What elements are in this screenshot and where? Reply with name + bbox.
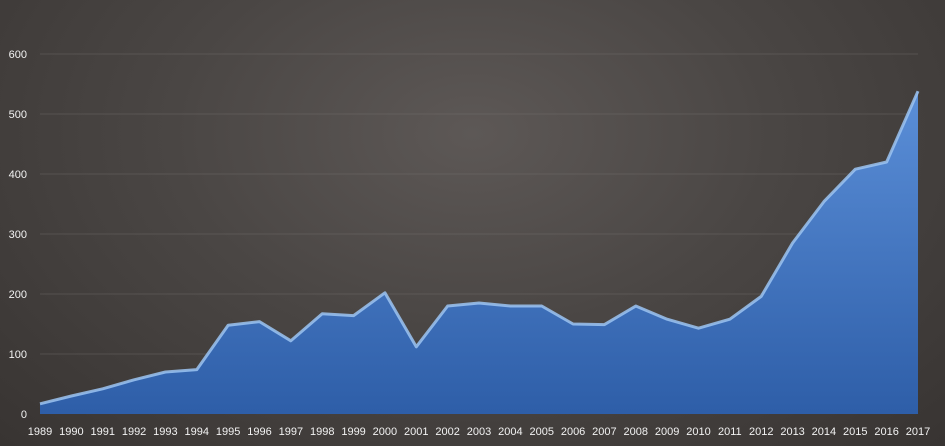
x-tick-label: 2003 xyxy=(467,426,491,438)
x-tick-label: 2015 xyxy=(843,426,867,438)
x-tick-label: 1996 xyxy=(247,426,271,438)
x-tick-label: 2005 xyxy=(529,426,553,438)
x-tick-label: 2010 xyxy=(686,426,710,438)
x-tick-label: 1997 xyxy=(279,426,303,438)
x-tick-label: 1989 xyxy=(28,426,52,438)
x-tick-label: 1992 xyxy=(122,426,146,438)
x-tick-label: 2007 xyxy=(592,426,616,438)
area-fill xyxy=(40,91,918,414)
x-tick-label: 1994 xyxy=(185,426,209,438)
x-tick-label: 2013 xyxy=(780,426,804,438)
x-tick-label: 2012 xyxy=(749,426,773,438)
x-tick-label: 2017 xyxy=(906,426,930,438)
y-tick-label: 100 xyxy=(9,349,27,361)
y-tick-label: 300 xyxy=(9,229,27,241)
x-tick-label: 2004 xyxy=(498,426,522,438)
y-axis-tick-labels: 0 100 200 300 400 500 600 xyxy=(9,49,27,421)
y-tick-label: 200 xyxy=(9,289,27,301)
y-tick-label: 0 xyxy=(21,409,27,421)
x-axis-tick-labels: 1989 1990 1991 1992 1993 1994 1995 1996 1997 1998… xyxy=(28,426,930,438)
x-tick-label: 2016 xyxy=(874,426,898,438)
area-top-edge xyxy=(39,90,920,406)
y-tick-label: 500 xyxy=(9,109,27,121)
y-tick-label: 400 xyxy=(9,169,27,181)
x-tick-label: 2001 xyxy=(404,426,428,438)
x-tick-label: 2011 xyxy=(718,426,742,438)
x-tick-label: 2002 xyxy=(435,426,459,438)
area-series xyxy=(39,90,920,414)
x-tick-label: 1990 xyxy=(59,426,83,438)
x-tick-label: 2008 xyxy=(624,426,648,438)
x-tick-label: 1991 xyxy=(90,426,114,438)
x-tick-label: 2000 xyxy=(373,426,397,438)
x-tick-label: 2009 xyxy=(655,426,679,438)
x-tick-label: 1995 xyxy=(216,426,240,438)
x-tick-label: 2006 xyxy=(561,426,585,438)
y-tick-label: 600 xyxy=(9,49,27,61)
x-tick-label: 1993 xyxy=(153,426,177,438)
x-tick-label: 1998 xyxy=(310,426,334,438)
x-tick-label: 2014 xyxy=(812,426,836,438)
x-tick-label: 1999 xyxy=(341,426,365,438)
